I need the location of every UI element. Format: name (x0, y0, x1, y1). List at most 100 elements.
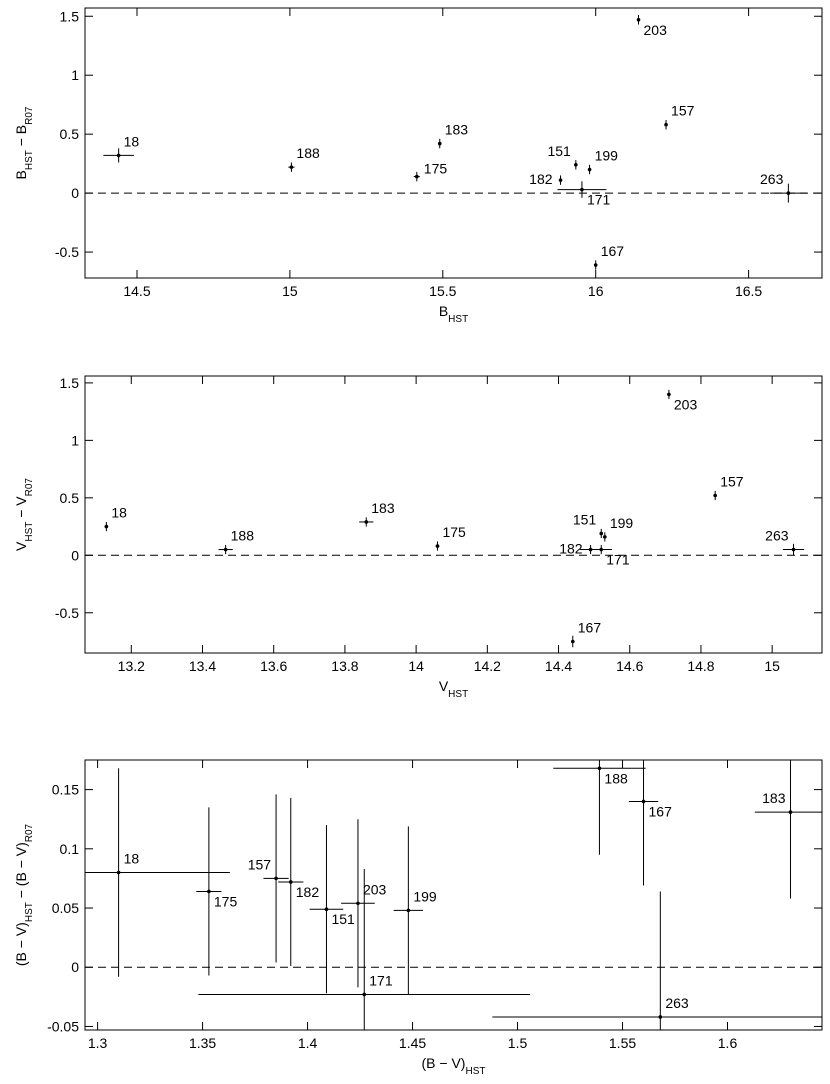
x-tick-label: 16 (588, 283, 604, 299)
point-label: 263 (760, 171, 784, 187)
point-label: 151 (547, 143, 571, 159)
data-point (593, 263, 598, 267)
data-point (574, 163, 578, 167)
point-label: 183 (445, 122, 469, 138)
x-tick-label: 15.5 (429, 283, 456, 299)
y-tick-label: 1 (71, 67, 79, 83)
data-point (658, 1015, 663, 1019)
data-point (786, 191, 791, 195)
data-point (324, 907, 329, 912)
y-axis-label-part: − V (13, 496, 29, 522)
data-point (570, 639, 575, 644)
data-point (274, 876, 278, 881)
data-point (435, 544, 440, 548)
data-point (641, 799, 646, 804)
y-tick-label: 0.5 (60, 490, 80, 506)
x-axis-label-part: HST (448, 314, 468, 325)
x-axis-label-part: HST (465, 1066, 485, 1077)
point-label: 203 (674, 396, 698, 412)
x-tick-label: 14 (408, 658, 424, 674)
point-label: 182 (559, 541, 583, 557)
data-point (603, 535, 607, 539)
point-label: 203 (363, 881, 387, 897)
plot-frame (84, 375, 823, 654)
y-tick-label: 1 (71, 432, 79, 448)
y-axis-label-part: HST (24, 150, 35, 170)
y-axis-label: VHST − VR07 (13, 478, 35, 551)
point-label: 188 (604, 770, 628, 786)
y-axis-label: BHST − BR07 (13, 106, 35, 179)
x-tick-label: 1.6 (718, 1035, 738, 1051)
point-label: 175 (214, 893, 238, 909)
point-label: 18 (124, 851, 140, 867)
data-point (558, 178, 563, 182)
point-label: 171 (369, 972, 393, 988)
data-point (364, 520, 369, 524)
data-point (791, 547, 796, 552)
point-label: 151 (331, 911, 355, 927)
point-label: 188 (296, 145, 320, 161)
data-point (415, 174, 419, 179)
data-point (667, 392, 671, 397)
y-axis-label-part: HST (24, 902, 35, 922)
data-point (580, 187, 584, 192)
point-label: 199 (595, 148, 619, 164)
x-tick-label: 15 (764, 658, 780, 674)
point-label: 175 (424, 161, 448, 177)
plot-frame (84, 7, 823, 279)
data-point (207, 889, 211, 894)
y-axis-label-part: V (13, 541, 29, 551)
y-tick-label: -0.5 (55, 244, 79, 260)
data-point (223, 547, 228, 552)
x-tick-label: 15 (282, 283, 298, 299)
data-point (636, 17, 641, 22)
data-point (362, 992, 367, 997)
data-point (597, 766, 602, 771)
y-axis-label-part: R07 (24, 823, 35, 842)
y-tick-label: 0.1 (60, 841, 80, 857)
point-label: 183 (762, 790, 786, 806)
y-axis-label-part: HST (24, 522, 35, 542)
point-label: 18 (124, 133, 140, 149)
x-tick-label: 1.35 (189, 1035, 216, 1051)
y-axis-label: (B − V)HST − (B − V)R07 (13, 823, 35, 966)
y-tick-label: 1.5 (60, 375, 80, 391)
y-axis-label-part: R07 (24, 478, 35, 497)
point-label: 171 (606, 552, 630, 568)
data-point (104, 524, 109, 529)
x-axis-label-part: HST (448, 689, 468, 700)
point-label: 18 (111, 505, 127, 521)
point-label: 263 (665, 995, 689, 1011)
data-point (599, 531, 604, 536)
data-point (788, 810, 793, 814)
point-label: 182 (296, 884, 320, 900)
x-tick-label: 14.6 (616, 658, 643, 674)
y-axis-label-part: − (B − V) (13, 842, 29, 902)
data-point (437, 141, 442, 146)
y-tick-label: 0.05 (52, 900, 79, 916)
point-label: 263 (765, 528, 789, 544)
point-label: 167 (649, 803, 673, 819)
x-tick-label: 14.5 (123, 283, 150, 299)
x-axis-label-part: B (439, 303, 448, 319)
x-tick-label: 1.5 (508, 1035, 528, 1051)
point-label: 157 (248, 856, 272, 872)
data-point (288, 880, 293, 884)
point-label: 157 (671, 103, 695, 119)
x-tick-label: 16.5 (735, 283, 762, 299)
y-axis-label-part: (B − V) (13, 922, 29, 966)
point-label: 157 (720, 474, 744, 490)
point-label: 167 (578, 620, 602, 636)
point-label: 171 (587, 192, 611, 208)
y-tick-label: 0.5 (60, 126, 80, 142)
point-label: 167 (601, 243, 625, 259)
x-tick-label: 13.8 (331, 658, 358, 674)
y-axis-label-part: R07 (24, 106, 35, 125)
data-point (406, 908, 411, 913)
data-point (664, 122, 668, 127)
data-point (289, 165, 294, 169)
point-label: 203 (644, 22, 668, 38)
y-axis-label-part: B (13, 170, 29, 179)
y-tick-label: 0 (71, 547, 79, 563)
data-point (587, 167, 592, 172)
